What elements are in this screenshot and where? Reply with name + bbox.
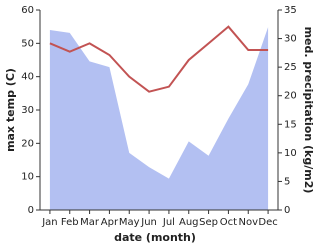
x-tick-label: May (119, 217, 140, 228)
x-tick-label: Feb (61, 217, 79, 228)
y2-axis-label: med. precipitation (kg/m2) (302, 27, 315, 194)
y2-tick-label: 25 (284, 62, 297, 73)
y2-tick-label: 10 (284, 148, 297, 159)
y2-tick-label: 0 (284, 205, 290, 216)
y-tick-label: 30 (21, 105, 34, 116)
y2-tick-label: 15 (284, 119, 297, 130)
x-tick-label: Dec (258, 217, 277, 228)
x-tick-label: Nov (238, 217, 258, 228)
y-tick-label: 0 (28, 205, 34, 216)
y2-tick-label: 20 (284, 91, 297, 102)
temp-line (49, 25, 269, 93)
y-tick-label: 20 (21, 138, 34, 149)
x-axis-label: date (month) (114, 231, 196, 244)
y-axis-label: max temp (C) (4, 68, 17, 152)
y2-tick-label: 5 (284, 176, 290, 187)
x-tick-label: Sep (199, 217, 218, 228)
x-tick-label: Jul (162, 217, 175, 228)
x-tick-label: Jun (140, 217, 157, 228)
y-tick-label: 60 (21, 5, 34, 16)
x-tick-label: Aug (179, 217, 199, 228)
y2-tick-label: 30 (284, 34, 297, 45)
x-tick-label: Jan (41, 217, 57, 228)
x-tick-label: Mar (80, 217, 100, 228)
y-tick-label: 40 (21, 72, 34, 83)
x-tick-label: Oct (220, 217, 237, 228)
y2-tick-label: 35 (284, 5, 297, 16)
x-tick-label: Apr (101, 217, 119, 228)
y-tick-label: 50 (21, 38, 34, 49)
precip-area (49, 27, 269, 211)
y-tick-label: 10 (21, 172, 34, 183)
